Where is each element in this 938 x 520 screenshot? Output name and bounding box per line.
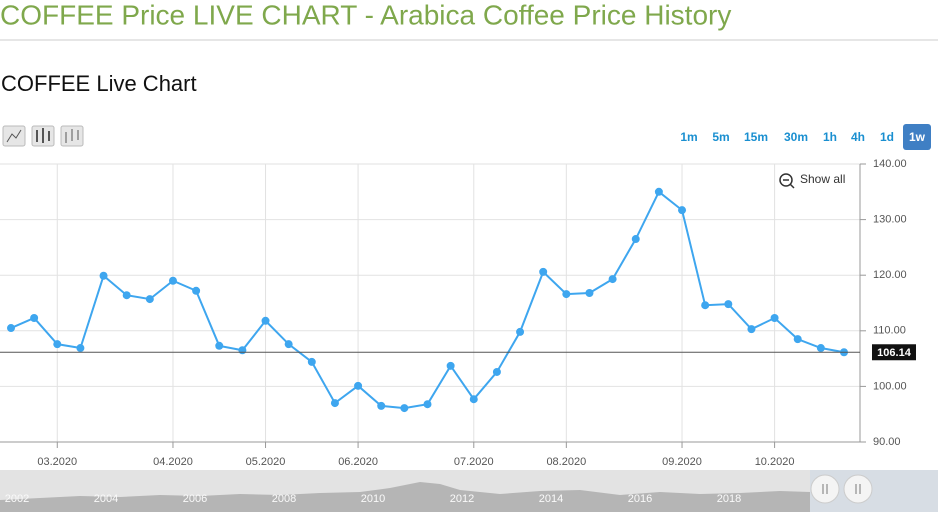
range-button[interactable]: 5m [712, 130, 729, 144]
navigator-year-label: 2010 [361, 493, 385, 505]
x-tick-label: 06.2020 [338, 456, 378, 468]
ohlc-icon [65, 129, 79, 143]
price-point [446, 361, 455, 370]
price-point [770, 314, 779, 323]
price-point [145, 295, 154, 304]
price-line [10, 190, 845, 410]
chart-heading: COFFEE Live Chart [1, 71, 197, 96]
price-point [354, 381, 363, 390]
price-point [7, 324, 15, 333]
price-point [747, 325, 756, 334]
y-tick-label: 90.00 [873, 436, 901, 448]
line-icon [6, 129, 22, 143]
x-tick-label: 04.2020 [153, 456, 193, 468]
navigator-year-label: 2014 [539, 493, 563, 505]
current-price-label: 106.14 [877, 347, 912, 359]
range-button[interactable]: 1w [909, 130, 926, 144]
navigator: 2002 2004 2006 2008 2010 2012 2014 2016 2018 [5, 493, 741, 505]
price-point [284, 340, 293, 349]
plot: 90.00 100.00 110.00 120.00 130.00 140.00 03.20… [0, 158, 916, 468]
navigator-year-label: 2004 [94, 493, 118, 505]
navigator-year-label: 2012 [450, 493, 474, 505]
price-point [678, 206, 687, 215]
price-point [99, 271, 108, 280]
y-tick-label: 130.00 [873, 214, 907, 226]
y-tick-label: 120.00 [873, 269, 907, 281]
show-all-button[interactable]: Show all [800, 172, 845, 186]
range-toolbar: 1m 5m 15m 30m 1h 4h 1d 1w [680, 130, 925, 144]
price-point [307, 357, 316, 366]
active-range-bg [903, 124, 931, 150]
price-point [724, 300, 733, 309]
navigator-series [0, 482, 810, 512]
x-tick-label: 08.2020 [546, 456, 586, 468]
navigator-handle-right[interactable] [843, 474, 873, 504]
zoom-icon-handle [789, 183, 795, 189]
price-point [816, 344, 825, 353]
price-point [562, 290, 571, 299]
price-point [192, 286, 201, 295]
price-point [215, 341, 224, 350]
price-point [608, 275, 617, 284]
y-tick-label: 100.00 [873, 380, 907, 392]
price-point [585, 288, 594, 297]
price-point [492, 367, 501, 376]
navigator-year-label: 2006 [183, 493, 207, 505]
y-tick-label: 110.00 [873, 325, 906, 337]
price-point [539, 267, 548, 276]
current-price-tag [872, 344, 916, 361]
zoom-icon [779, 173, 793, 187]
price-point [261, 316, 270, 325]
range-button[interactable]: 4h [851, 130, 865, 144]
price-point [516, 327, 525, 336]
x-tick-label: 03.2020 [37, 456, 77, 468]
handle-grip [822, 484, 828, 494]
x-tick-label: 05.2020 [246, 456, 286, 468]
navigator-year-label: 2008 [272, 493, 296, 505]
range-button[interactable]: 1m [680, 130, 697, 144]
price-point [793, 335, 802, 344]
navigator-year-label: 2018 [717, 493, 741, 505]
price-point [76, 344, 85, 353]
price-point [238, 346, 247, 355]
price-point [377, 401, 386, 410]
x-tick-label: 09.2020 [662, 456, 702, 468]
price-point [469, 395, 478, 404]
price-point [423, 400, 432, 409]
range-button[interactable]: 30m [784, 130, 808, 144]
range-button[interactable]: 15m [744, 130, 768, 144]
page-title: COFFEE Price LIVE CHART - Arabica Coffee… [0, 0, 731, 30]
x-tick-label: 07.2020 [454, 456, 494, 468]
price-point [400, 404, 409, 413]
navigator-year-label: 2002 [5, 493, 29, 505]
candle-icon [36, 128, 50, 143]
navigator-year-label: 2016 [628, 493, 652, 505]
y-tick-label: 140.00 [873, 158, 907, 170]
navigator-handle-left[interactable] [810, 474, 840, 504]
range-button[interactable]: 1d [880, 130, 894, 144]
range-button[interactable]: 1h [823, 130, 837, 144]
price-point [122, 291, 131, 300]
x-tick-label: 10.2020 [755, 456, 795, 468]
price-point [701, 301, 710, 310]
handle-grip [855, 484, 861, 494]
price-point [631, 235, 640, 244]
price-point [168, 276, 177, 285]
chart-type-buttons [2, 125, 84, 147]
price-point [30, 314, 39, 323]
price-point [654, 187, 663, 196]
price-point [53, 340, 62, 349]
price-point [330, 399, 339, 408]
